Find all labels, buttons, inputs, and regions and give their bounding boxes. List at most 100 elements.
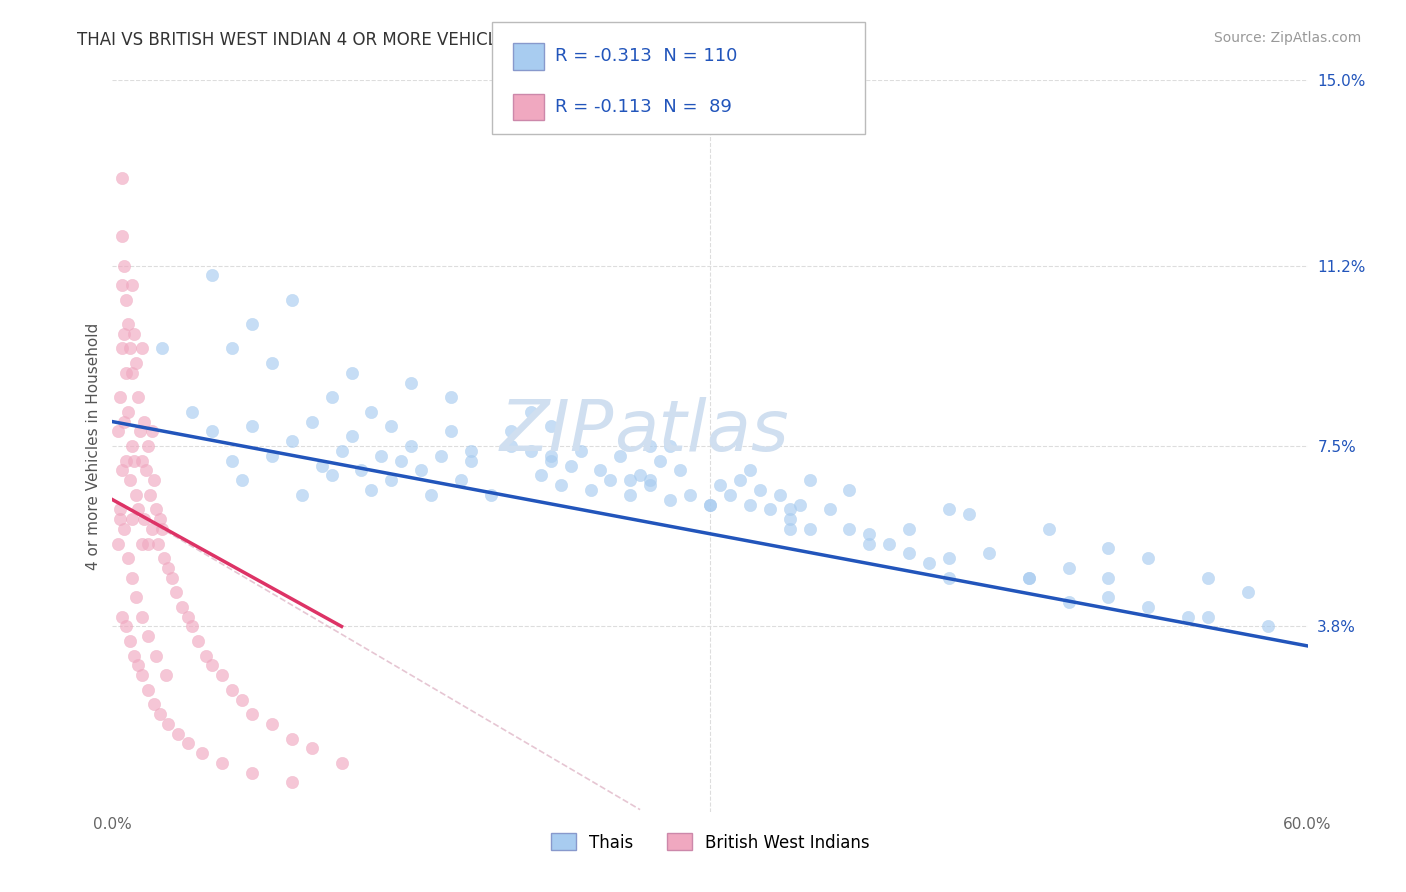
Point: [281, 293, 304, 307]
Point: [177, 736, 200, 750]
Point: [799, 473, 821, 487]
Point: [738, 498, 761, 512]
Point: [138, 629, 160, 643]
Point: [520, 443, 543, 458]
Point: [131, 342, 153, 356]
Point: [157, 561, 180, 575]
Point: [117, 405, 139, 419]
Point: [138, 682, 160, 697]
Point: [918, 556, 941, 570]
Point: [240, 419, 263, 434]
Point: [111, 342, 134, 356]
Point: [619, 488, 641, 502]
Text: R = -0.113  N =  89: R = -0.113 N = 89: [555, 98, 733, 116]
Point: [111, 278, 134, 293]
Point: [738, 463, 761, 477]
Point: [640, 478, 662, 492]
Point: [589, 463, 612, 477]
Point: [260, 717, 283, 731]
Point: [401, 439, 423, 453]
Point: [150, 522, 173, 536]
Point: [838, 483, 860, 497]
Point: [125, 590, 148, 604]
Point: [121, 439, 143, 453]
Point: [177, 609, 200, 624]
Point: [129, 425, 152, 439]
Point: [148, 536, 170, 550]
Point: [172, 599, 194, 614]
Point: [260, 356, 283, 370]
Legend: Thais, British West Indians: Thais, British West Indians: [544, 827, 876, 858]
Point: [1197, 571, 1219, 585]
Point: [450, 473, 472, 487]
Point: [699, 498, 721, 512]
Point: [957, 508, 980, 522]
Point: [162, 571, 183, 585]
Point: [301, 741, 323, 756]
Point: [111, 609, 134, 624]
Point: [898, 546, 921, 560]
Point: [187, 634, 209, 648]
Point: [157, 717, 180, 731]
Point: [1057, 561, 1080, 575]
Point: [124, 453, 146, 467]
Point: [659, 439, 682, 453]
Point: [127, 658, 149, 673]
Point: [311, 458, 333, 473]
Point: [301, 415, 323, 429]
Point: [155, 668, 177, 682]
Point: [139, 488, 162, 502]
Point: [281, 434, 304, 449]
Point: [718, 488, 741, 502]
Point: [145, 502, 167, 516]
Point: [779, 512, 801, 526]
Point: [858, 536, 880, 550]
Point: [231, 473, 253, 487]
Point: [938, 551, 960, 566]
Point: [114, 326, 135, 341]
Point: [350, 463, 373, 477]
Point: [281, 731, 304, 746]
Point: [124, 326, 146, 341]
Point: [107, 425, 129, 439]
Y-axis label: 4 or more Vehicles in Household: 4 or more Vehicles in Household: [86, 322, 101, 570]
Point: [321, 390, 343, 404]
Point: [898, 522, 921, 536]
Point: [569, 443, 592, 458]
Point: [125, 356, 148, 370]
Point: [131, 536, 153, 550]
Point: [530, 468, 553, 483]
Point: [131, 453, 153, 467]
Text: R = -0.313  N = 110: R = -0.313 N = 110: [555, 47, 738, 65]
Point: [1137, 599, 1160, 614]
Point: [135, 463, 157, 477]
Point: [117, 551, 139, 566]
Point: [221, 453, 243, 467]
Point: [138, 439, 160, 453]
Point: [221, 682, 243, 697]
Point: [111, 170, 134, 185]
Point: [789, 498, 811, 512]
Point: [779, 522, 801, 536]
Point: [134, 415, 156, 429]
Point: [153, 551, 176, 566]
Point: [401, 376, 423, 390]
Point: [818, 502, 841, 516]
Point: [231, 692, 253, 706]
Point: [120, 634, 142, 648]
Point: [520, 405, 543, 419]
Point: [110, 390, 132, 404]
Point: [340, 429, 363, 443]
Point: [117, 317, 139, 331]
Point: [115, 293, 138, 307]
Point: [499, 425, 522, 439]
Point: [360, 483, 382, 497]
Point: [291, 488, 314, 502]
Point: [460, 453, 482, 467]
Point: [640, 439, 662, 453]
Point: [114, 415, 135, 429]
Point: [110, 512, 132, 526]
Point: [709, 478, 731, 492]
Point: [321, 468, 343, 483]
Point: [260, 449, 283, 463]
